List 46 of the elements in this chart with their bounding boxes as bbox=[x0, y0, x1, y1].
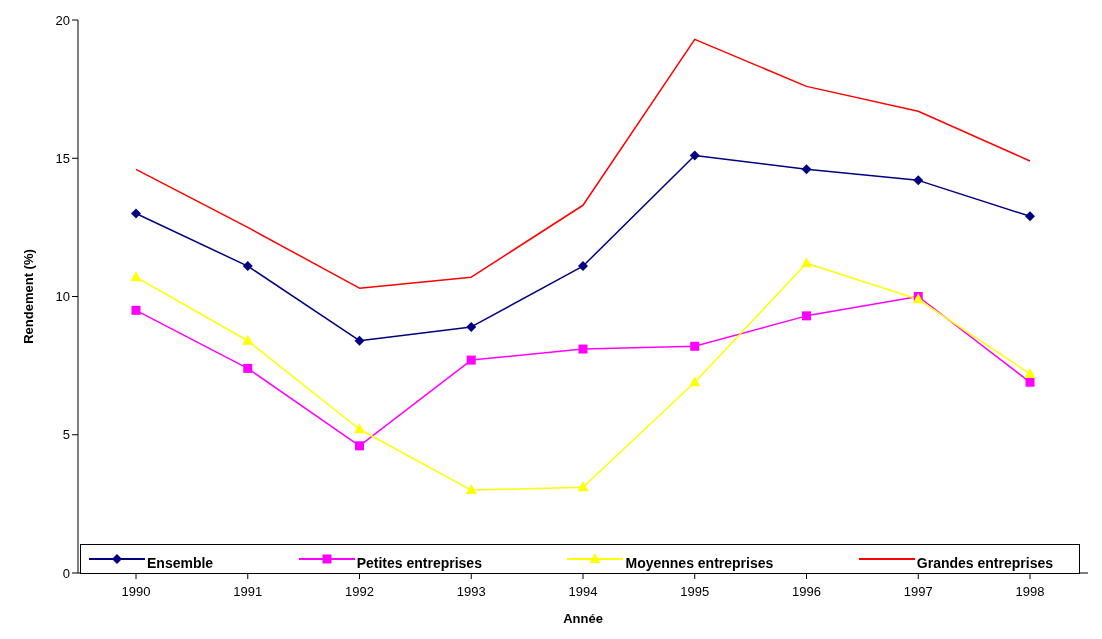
point bbox=[690, 341, 700, 351]
x-tick-label: 1997 bbox=[903, 584, 933, 600]
y-tick-label: 15 bbox=[55, 150, 70, 166]
point bbox=[354, 423, 365, 434]
point bbox=[577, 481, 589, 492]
point bbox=[689, 150, 700, 161]
legend-label: Petites entreprises bbox=[356, 555, 482, 571]
x-tick-label: 1990 bbox=[121, 584, 151, 600]
y-axis-title: Rendement (%) bbox=[20, 249, 36, 344]
x-tick-label: 1996 bbox=[792, 584, 821, 600]
point bbox=[466, 321, 477, 332]
y-tick-label: 0 bbox=[62, 565, 70, 581]
point bbox=[913, 175, 924, 186]
point bbox=[131, 208, 141, 219]
x-tick-label: 1995 bbox=[680, 584, 710, 600]
point bbox=[243, 363, 253, 373]
x-tick-label: 1992 bbox=[345, 584, 374, 600]
point bbox=[1025, 377, 1035, 387]
point bbox=[578, 261, 588, 272]
point bbox=[689, 376, 701, 387]
y-tick-label: 5 bbox=[62, 427, 70, 443]
point bbox=[465, 484, 477, 495]
point bbox=[1024, 367, 1036, 378]
legend-label: Grandes entreprises bbox=[916, 555, 1053, 571]
point bbox=[354, 335, 365, 346]
x-tick-label: 1998 bbox=[1015, 584, 1045, 600]
x-axis-title: Année bbox=[563, 611, 603, 626]
line-series bbox=[135, 38, 1031, 289]
y-tick-label: 10 bbox=[55, 289, 70, 305]
legend-label: Moyennes entreprises bbox=[625, 555, 774, 571]
point bbox=[242, 334, 254, 345]
x-tick-label: 1994 bbox=[568, 584, 598, 600]
point bbox=[242, 261, 253, 272]
point bbox=[130, 271, 142, 282]
legend-label: Ensemble bbox=[147, 555, 214, 571]
point bbox=[578, 344, 588, 354]
x-tick-label: 1993 bbox=[456, 584, 486, 600]
y-tick-label: 20 bbox=[55, 12, 70, 28]
point bbox=[801, 257, 812, 268]
point bbox=[466, 355, 476, 365]
point bbox=[801, 164, 812, 175]
point bbox=[802, 311, 811, 321]
point bbox=[355, 441, 364, 451]
point bbox=[1025, 211, 1035, 222]
x-tick-label: 1991 bbox=[233, 584, 263, 600]
point bbox=[131, 305, 141, 315]
